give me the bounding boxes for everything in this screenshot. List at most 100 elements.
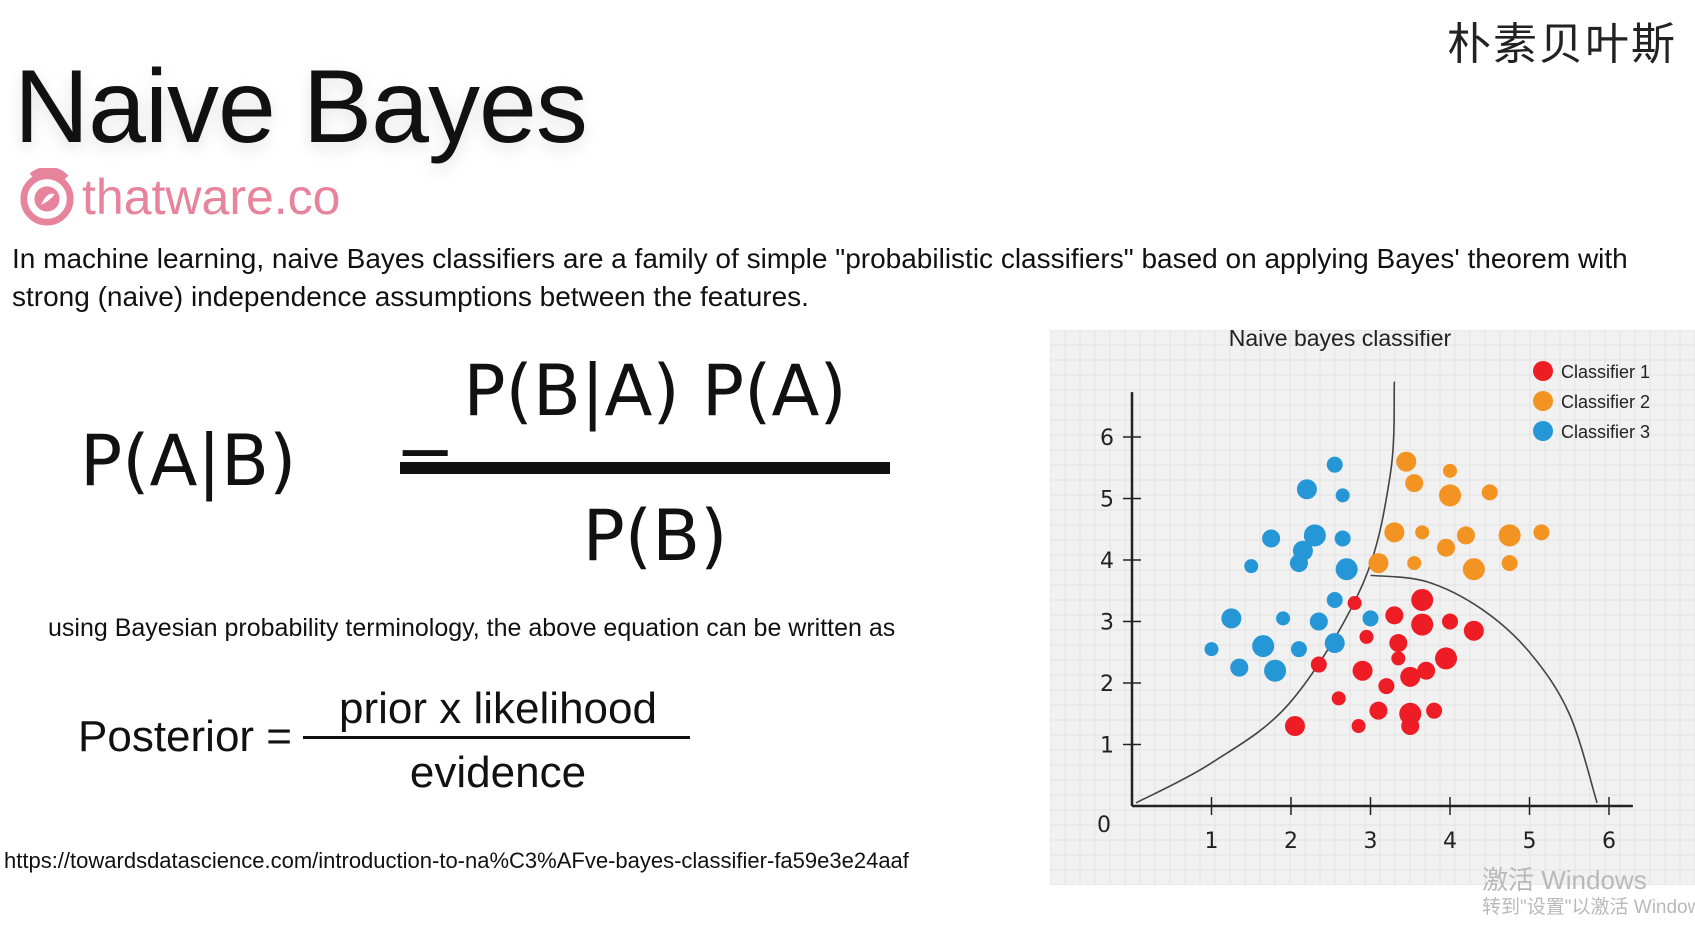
data-point-class-3 <box>1230 658 1249 677</box>
x-tick-label: 6 <box>1602 829 1616 854</box>
data-point-class-3 <box>1289 554 1308 573</box>
data-point-class-2 <box>1415 525 1430 540</box>
brand-logo: thatware.co <box>18 168 340 226</box>
data-point-class-1 <box>1417 661 1436 680</box>
data-point-class-1 <box>1463 620 1484 641</box>
data-point-class-2 <box>1384 522 1405 543</box>
data-point-class-2 <box>1368 553 1389 574</box>
data-point-class-1 <box>1391 651 1406 666</box>
data-point-class-3 <box>1296 479 1317 500</box>
data-point-class-3 <box>1244 559 1259 574</box>
data-point-class-2 <box>1462 558 1485 581</box>
data-point-class-1 <box>1401 717 1420 736</box>
data-point-class-2 <box>1481 484 1498 501</box>
legend-marker-class-3 <box>1533 421 1553 441</box>
data-point-class-3 <box>1264 659 1287 682</box>
formula-fraction-bar <box>400 462 890 474</box>
formula-numerator: P(B|A) P(A) <box>463 350 847 432</box>
chart-title: Naive bayes classifier <box>1229 330 1452 351</box>
windows-watermark-sub: 转到"设置"以激活 Windows <box>1482 897 1695 918</box>
x-tick-label: 4 <box>1443 829 1457 854</box>
x-tick-label: 5 <box>1523 829 1537 854</box>
data-point-class-3 <box>1324 633 1345 654</box>
data-point-class-3 <box>1252 635 1275 658</box>
data-point-class-1 <box>1426 702 1443 719</box>
data-point-class-1 <box>1411 588 1434 611</box>
data-point-class-3 <box>1326 591 1343 608</box>
bayes-formula: P(A|B) = P(B|A) P(A) P(B) <box>80 350 900 590</box>
data-point-class-1 <box>1411 613 1434 636</box>
data-point-class-3 <box>1303 524 1326 547</box>
formula-lhs: P(A|B) <box>80 420 297 502</box>
data-point-class-2 <box>1533 524 1550 541</box>
data-point-class-1 <box>1359 629 1374 644</box>
x-tick-label: 3 <box>1364 829 1378 854</box>
legend-label-class-1: Classifier 1 <box>1561 362 1650 382</box>
data-point-class-2 <box>1443 463 1457 478</box>
origin-label: 0 <box>1097 813 1111 838</box>
formula-equals: = <box>395 416 456 500</box>
legend-marker-class-1 <box>1533 361 1553 381</box>
y-tick-label: 1 <box>1100 734 1114 759</box>
posterior-lhs: Posterior = <box>78 712 292 761</box>
data-point-class-1 <box>1400 666 1421 687</box>
data-point-class-3 <box>1204 642 1219 657</box>
posterior-numerator: prior x likelihood <box>339 684 657 733</box>
data-point-class-2 <box>1396 451 1417 472</box>
data-point-class-2 <box>1437 538 1456 557</box>
chinese-title: 朴素贝叶斯 <box>1447 19 1677 70</box>
y-tick-label: 6 <box>1100 426 1114 451</box>
data-point-class-3 <box>1334 530 1351 547</box>
data-point-class-1 <box>1310 656 1327 673</box>
data-point-class-1 <box>1331 691 1346 706</box>
data-point-class-1 <box>1284 716 1305 737</box>
data-point-class-1 <box>1378 678 1395 695</box>
legend-label-class-2: Classifier 2 <box>1561 392 1650 412</box>
chart-background <box>1050 330 1695 885</box>
posterior-fraction-bar <box>303 736 690 739</box>
y-tick-label: 5 <box>1100 488 1114 513</box>
data-point-class-3 <box>1335 558 1358 581</box>
legend-marker-class-2 <box>1533 391 1553 411</box>
y-tick-label: 3 <box>1100 611 1114 636</box>
data-point-class-3 <box>1335 488 1350 503</box>
data-point-class-3 <box>1290 641 1307 658</box>
data-point-class-1 <box>1347 596 1362 611</box>
data-point-class-2 <box>1456 526 1475 545</box>
logo-text: thatware.co <box>82 169 341 225</box>
data-point-class-3 <box>1262 529 1281 548</box>
windows-watermark: 激活 Windows <box>1482 865 1647 895</box>
scatter-chart: Naive bayes classifier 1 2 3 4 5 6 1 2 3 4 5 6 0 Class… <box>1049 325 1695 886</box>
page-title: Naive Bayes <box>14 49 588 165</box>
thatware-logo-icon <box>20 168 74 226</box>
scatter-chart-panel: Naive bayes classifier 1 2 3 4 5 6 1 2 3 4 5 6 0 Class… <box>1049 325 1695 886</box>
data-point-class-2 <box>1439 484 1461 507</box>
data-point-class-1 <box>1385 606 1404 625</box>
posterior-formula: Posterior = prior x likelihood evidence <box>78 684 718 797</box>
x-tick-label: 1 <box>1205 829 1219 854</box>
data-point-class-3 <box>1309 612 1328 631</box>
data-point-class-1 <box>1442 613 1458 630</box>
data-point-class-3 <box>1362 610 1379 627</box>
data-point-class-3 <box>1326 456 1343 473</box>
data-point-class-2 <box>1405 474 1424 493</box>
data-point-class-3 <box>1276 611 1291 626</box>
data-point-class-1 <box>1352 660 1373 681</box>
y-tick-label: 4 <box>1100 549 1114 574</box>
legend-label-class-3: Classifier 3 <box>1561 422 1650 442</box>
data-point-class-1 <box>1389 634 1408 653</box>
source-url: https://towardsdatascience.com/introduct… <box>4 848 909 873</box>
x-tick-label: 2 <box>1284 829 1298 854</box>
data-point-class-2 <box>1498 524 1521 547</box>
data-point-class-1 <box>1369 701 1388 720</box>
data-point-class-3 <box>1221 608 1242 629</box>
data-point-class-2 <box>1501 555 1518 572</box>
intro-paragraph: In machine learning, naive Bayes classif… <box>12 243 1628 312</box>
formula-denominator: P(B) <box>582 495 728 577</box>
terminology-text: using Bayesian probability terminology, … <box>48 614 896 642</box>
y-tick-label: 2 <box>1100 672 1114 697</box>
data-point-class-1 <box>1351 719 1366 734</box>
data-point-class-1 <box>1435 647 1458 670</box>
data-point-class-2 <box>1407 556 1422 571</box>
posterior-denominator: evidence <box>409 748 587 797</box>
